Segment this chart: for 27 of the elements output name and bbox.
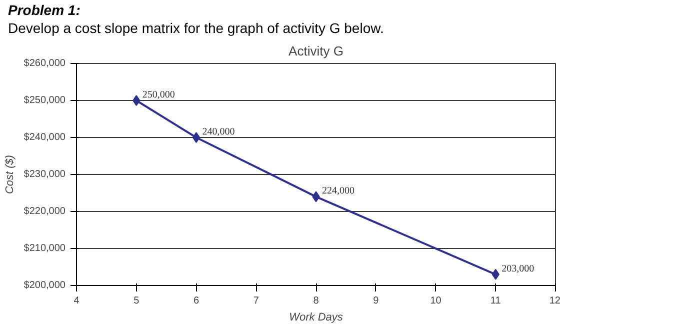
y-tick-label: $210,000 <box>24 243 66 254</box>
y-tick-label: $250,000 <box>24 95 66 106</box>
x-tick-label: 6 <box>193 296 200 306</box>
x-tick-label: 4 <box>74 296 80 306</box>
y-tick-label: $200,000 <box>24 280 66 291</box>
chart-title: Activity G <box>288 44 344 58</box>
point <box>192 132 200 143</box>
x-tick-label: 10 <box>430 296 442 306</box>
data-label: 250,000 <box>142 90 175 100</box>
y-tick-label: $240,000 <box>24 132 66 143</box>
x-tick-label: 9 <box>373 296 380 306</box>
data-label: 224,000 <box>322 186 354 197</box>
x-tick-label: 5 <box>134 296 140 306</box>
y-tick-label: $220,000 <box>24 206 66 217</box>
point <box>132 95 140 106</box>
y-tick-label: $260,000 <box>24 58 66 69</box>
y-axis-title: Cost ($) <box>4 154 16 194</box>
x-tick-label: 8 <box>313 296 320 306</box>
data-label: 240,000 <box>202 126 235 138</box>
text: Develop a cost slope matrix for the graph of activity G below. <box>8 19 384 38</box>
x-tick-label: 11 <box>490 296 502 306</box>
x-tick-label: 7 <box>253 296 260 306</box>
x-axis-title: Work Days <box>289 312 344 324</box>
text: Problem 1: <box>8 1 80 20</box>
data-label: 203,000 <box>502 263 534 274</box>
x-tick-label: 12 <box>549 296 561 306</box>
y-tick-label: $230,000 <box>24 169 66 180</box>
